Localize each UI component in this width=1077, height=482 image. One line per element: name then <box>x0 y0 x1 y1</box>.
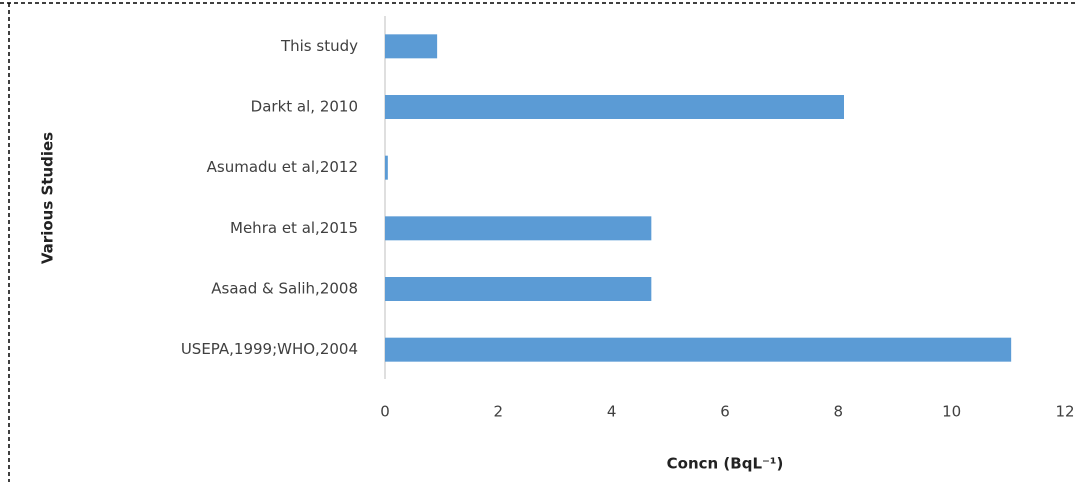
x-tick-label: 0 <box>380 403 390 421</box>
y-tick-label: USEPA,1999;WHO,2004 <box>181 340 358 358</box>
y-tick-label: Asaad & Salih,2008 <box>211 280 358 298</box>
x-axis-label: Concn (BqL⁻¹) <box>667 455 784 473</box>
y-tick-label: Asumadu et al,2012 <box>207 158 358 176</box>
y-tick-label: Darkt al, 2010 <box>251 98 358 116</box>
bar <box>385 277 652 301</box>
bar <box>385 95 844 119</box>
bar <box>385 337 1012 362</box>
x-tick-label: 6 <box>720 403 730 421</box>
bar <box>385 216 652 241</box>
y-tick-label: Mehra et al,2015 <box>230 219 358 237</box>
y-tick-label: This study <box>280 37 358 55</box>
x-tick-label: 8 <box>834 403 844 421</box>
y-axis-label: Various Studies <box>39 132 57 264</box>
bar <box>385 155 388 180</box>
x-tick-label: 10 <box>942 403 961 421</box>
x-tick-label: 12 <box>1055 403 1074 421</box>
bar <box>385 34 438 59</box>
x-tick-label: 4 <box>607 403 617 421</box>
x-tick-label: 2 <box>494 403 504 421</box>
